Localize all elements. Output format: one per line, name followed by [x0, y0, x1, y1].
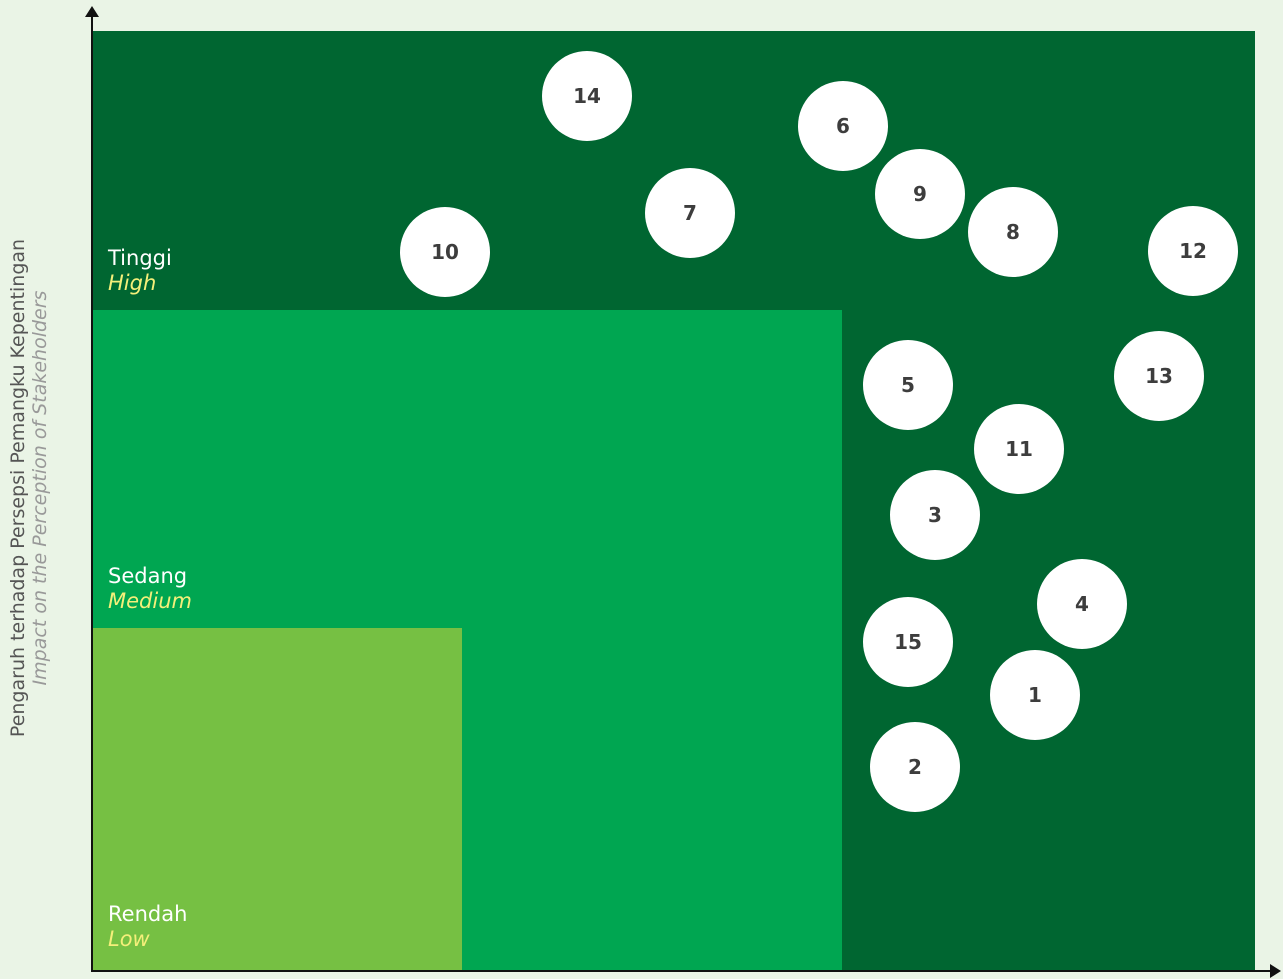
zone-low-label: Rendah Low — [108, 902, 187, 952]
topic-bubble-5: 5 — [863, 340, 953, 430]
topic-bubble-11: 11 — [974, 404, 1064, 494]
x-axis-arrow-icon — [1270, 964, 1281, 978]
topic-bubble-13: 13 — [1114, 331, 1204, 421]
topic-bubble-14: 14 — [542, 51, 632, 141]
zone-low-label-id: Rendah — [108, 902, 188, 926]
x-axis-line — [91, 970, 1271, 972]
y-axis-title: Pengaruh terhadap Persepsi Pemangku Kepe… — [7, 108, 88, 868]
zone-high-label-id: Tinggi — [108, 246, 172, 270]
zone-high-label: Tinggi High — [108, 246, 172, 296]
topic-bubble-8: 8 — [968, 187, 1058, 277]
topic-bubble-9: 9 — [875, 149, 965, 239]
zone-medium-label-id: Sedang — [108, 564, 188, 588]
y-axis-line — [91, 14, 93, 972]
topic-bubble-2: 2 — [870, 722, 960, 812]
zone-medium-label-en: Medium — [108, 589, 192, 614]
y-axis-title-en: Impact on the Perception of Stakeholders — [28, 290, 51, 686]
zone-low: Rendah Low — [93, 628, 462, 970]
y-axis-arrow-icon — [85, 6, 99, 17]
topic-bubble-6: 6 — [798, 81, 888, 171]
y-axis-title-id: Pengaruh terhadap Persepsi Pemangku Kepe… — [7, 238, 29, 738]
topic-bubble-1: 1 — [990, 650, 1080, 740]
zone-high-label-en: High — [108, 271, 157, 296]
topic-bubble-10: 10 — [400, 207, 490, 297]
topic-bubble-15: 15 — [863, 597, 953, 687]
topic-bubble-12: 12 — [1148, 206, 1238, 296]
topic-bubble-3: 3 — [890, 470, 980, 560]
zone-medium-label: Sedang Medium — [108, 564, 192, 614]
zone-low-label-en: Low — [108, 927, 150, 952]
topic-bubble-7: 7 — [645, 168, 735, 258]
topic-bubble-4: 4 — [1037, 559, 1127, 649]
